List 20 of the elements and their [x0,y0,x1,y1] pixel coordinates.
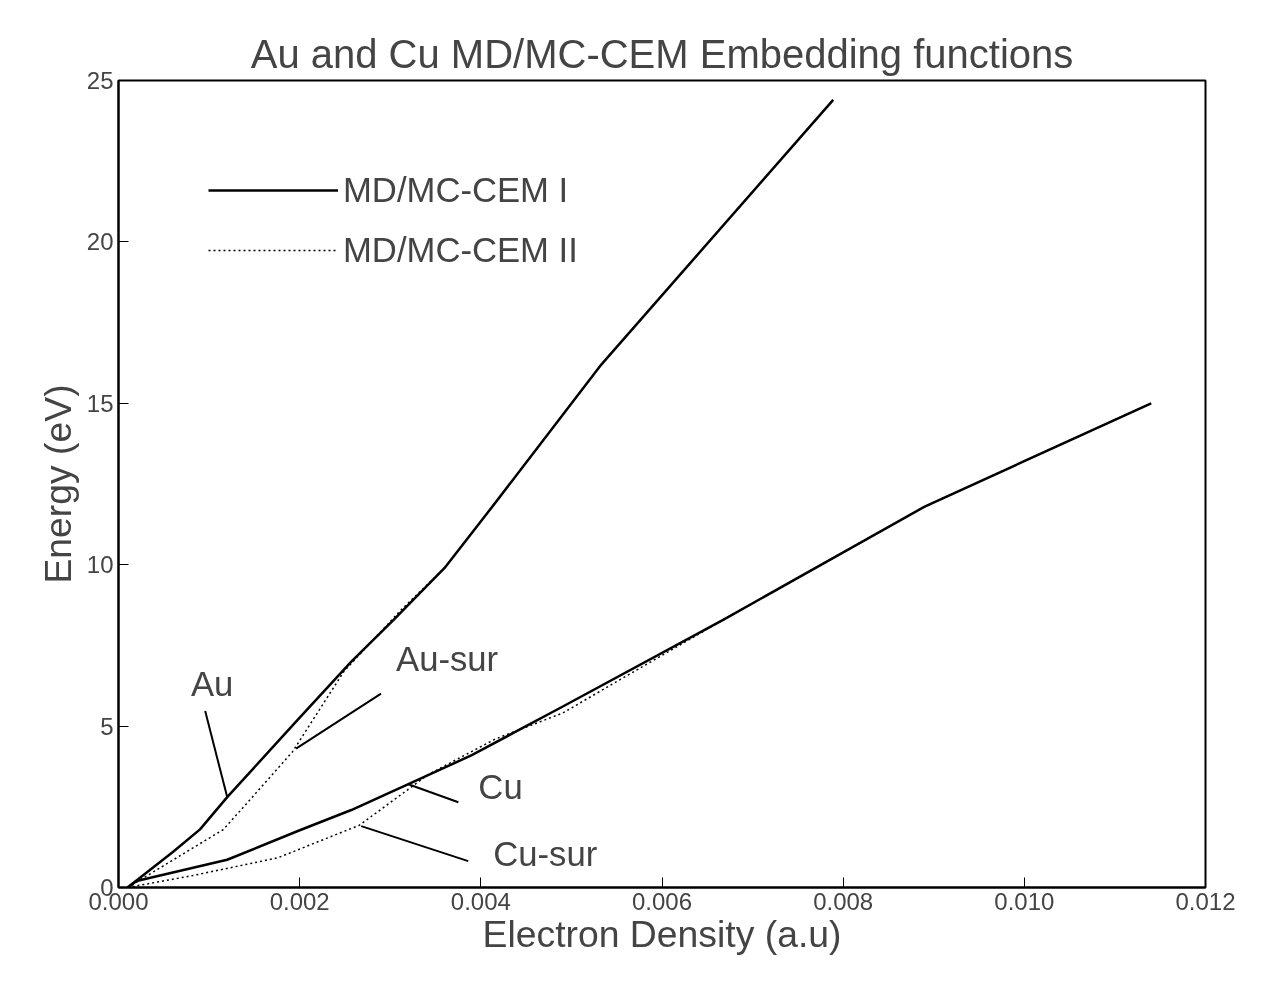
x-tick-label: 0.010 [994,887,1055,915]
x-tick-label: 0.006 [631,887,693,915]
x-axis-title: Electron Density (a.u) [482,912,842,955]
annotation: Cu [478,768,523,807]
annotation: Au [191,665,234,704]
y-axis-title: Energy (eV) [36,384,79,584]
annotation: Au-sur [396,639,499,678]
y-tick-label: 20 [86,228,114,256]
y-tick-label: 25 [86,67,114,94]
x-tick-label: 0.008 [813,887,874,915]
x-tick-label: 0.002 [269,887,330,915]
y-tick-label: 15 [86,389,114,417]
chart-title: Au and Cu MD/MC-CEM Embedding functions [250,31,1074,76]
y-tick-label: 5 [100,712,114,740]
x-tick-label: 0.004 [450,887,511,915]
legend-label: MD/MC-CEM I [343,170,569,210]
annotation: Cu-sur [493,835,598,874]
legend-label: MD/MC-CEM II [343,230,578,270]
x-tick-label: 0.012 [1175,887,1236,915]
y-tick-label: 10 [86,551,114,579]
